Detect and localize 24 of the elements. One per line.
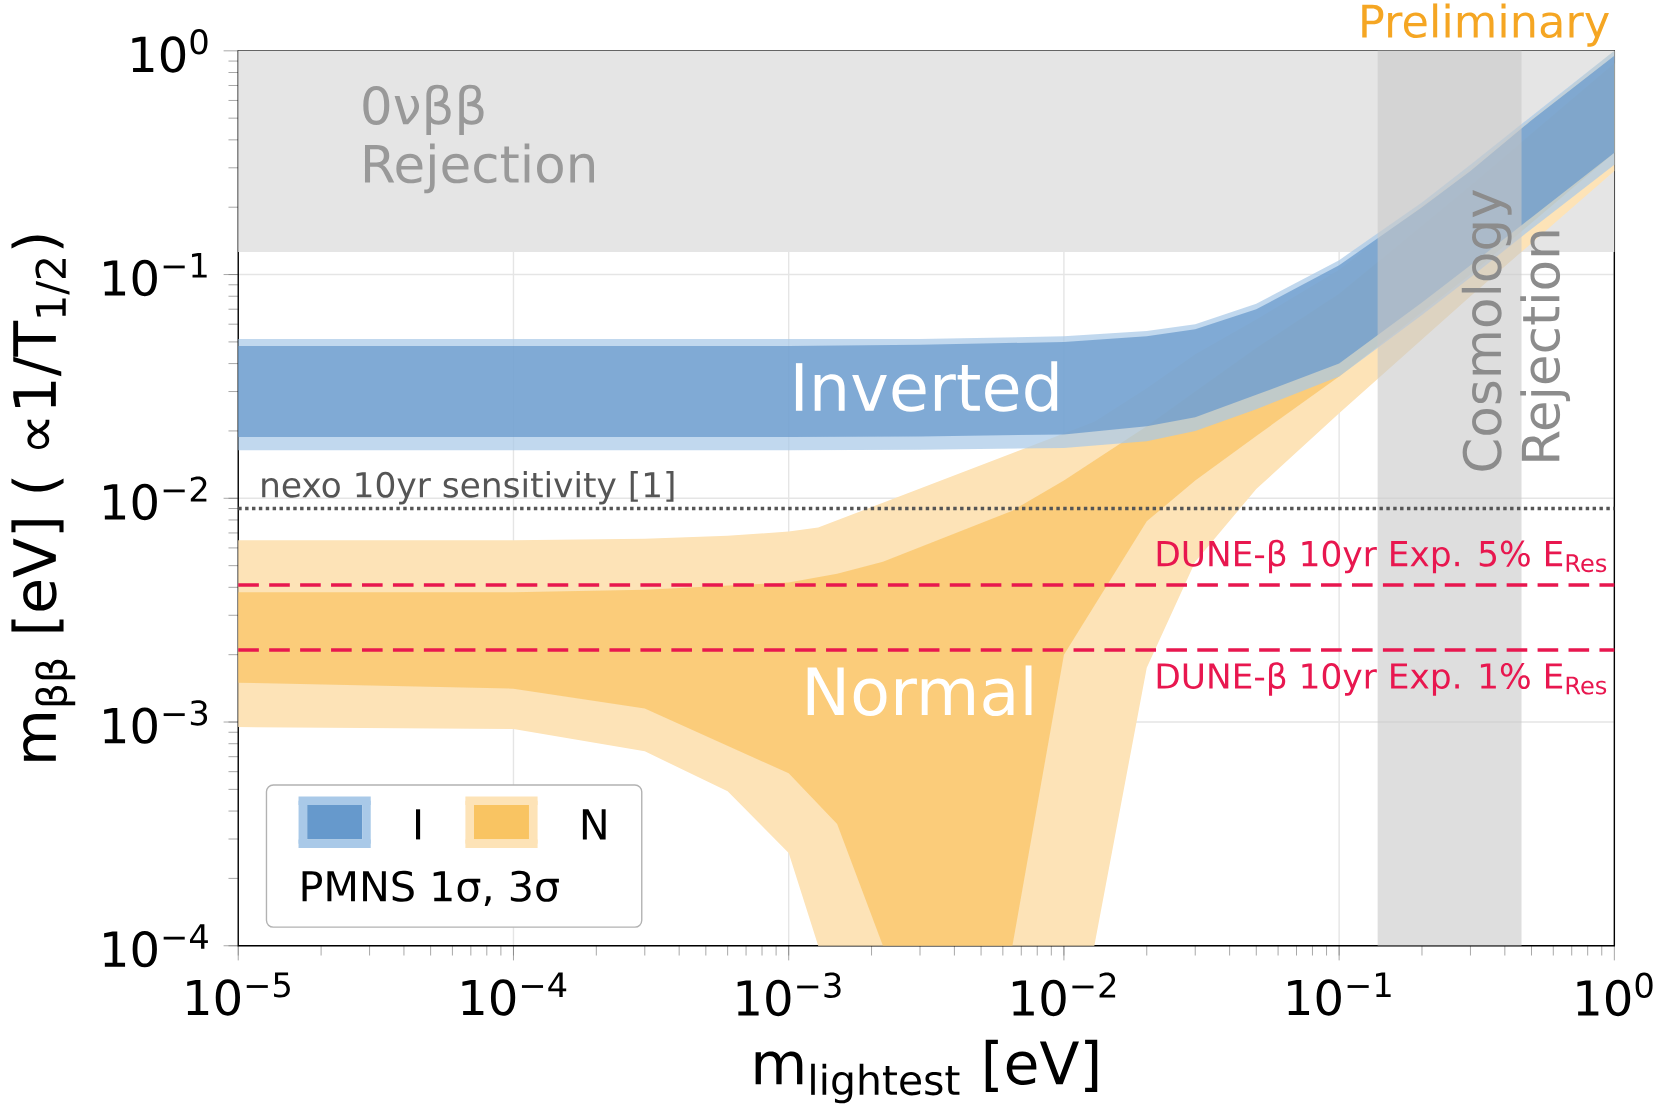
x-tick-label: 10$^{−3}$ [737, 972, 841, 1017]
band-label: 0νββ Rejection [363, 84, 594, 194]
y-axis-title: m$_{ββ}$ [eV] ( ∝1/T$_{1/2}$) [11, 235, 76, 761]
y-tick-label: 10$^{−1}$ [104, 253, 207, 297]
x-axis-title: m$_{lightest}$ [eV] [755, 1039, 1098, 1104]
x-tick-label: 10$^{−4}$ [462, 972, 567, 1016]
ref-line-label: DUNE-β 10yr Exp. 1% E$_{Res}$ [1157, 662, 1607, 696]
x-tick-label: 10$^{−1}$ [1288, 972, 1391, 1016]
x-tick-label: 10$^{0}$ [1577, 972, 1653, 1017]
legend-title: PMNS 1σ, 3σ [302, 870, 559, 907]
annotation: Inverted [795, 361, 1058, 412]
text: Preliminary [1362, 3, 1609, 47]
legend-label: N [582, 809, 606, 840]
y-tick-label: 10$^{−3}$ [104, 700, 208, 744]
y-tick-label: 10$^{−2}$ [104, 476, 207, 521]
x-tick-label: 10$^{−5}$ [187, 972, 290, 1016]
y-tick-label: 10$^{−4}$ [104, 924, 208, 968]
ref-line-label: nexo 10yr sensitivity [1] [262, 471, 674, 505]
legend-label: I [416, 809, 421, 840]
band-label: Cosmology Rejection [1461, 190, 1571, 471]
y-tick-label: 10$^{0}$ [132, 29, 208, 73]
x-tick-label: 10$^{−2}$ [1012, 972, 1116, 1017]
annotation: Normal [807, 665, 1032, 717]
ref-line-label: DUNE-β 10yr Exp. 5% E$_{Res}$ [1157, 539, 1607, 574]
